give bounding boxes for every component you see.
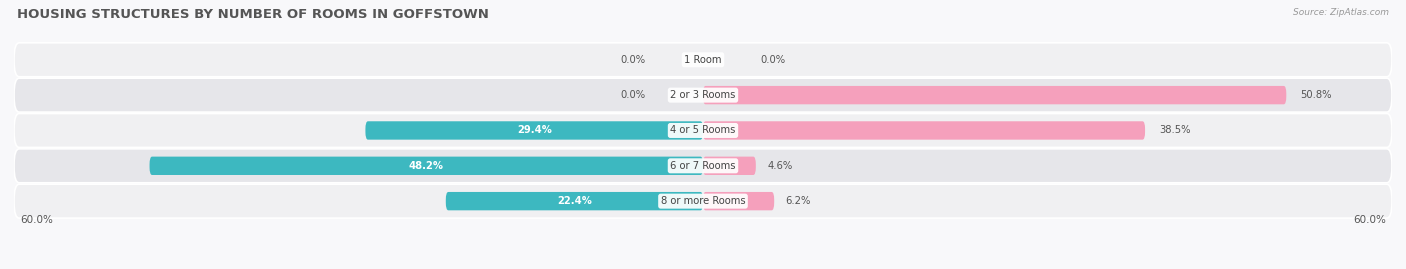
FancyBboxPatch shape xyxy=(14,78,1392,112)
FancyBboxPatch shape xyxy=(149,157,703,175)
FancyBboxPatch shape xyxy=(703,192,775,210)
Text: 48.2%: 48.2% xyxy=(409,161,444,171)
Text: 29.4%: 29.4% xyxy=(517,125,551,136)
Text: 4 or 5 Rooms: 4 or 5 Rooms xyxy=(671,125,735,136)
Text: 6.2%: 6.2% xyxy=(786,196,811,206)
Text: Source: ZipAtlas.com: Source: ZipAtlas.com xyxy=(1294,8,1389,17)
Text: 4.6%: 4.6% xyxy=(768,161,793,171)
FancyBboxPatch shape xyxy=(703,121,1144,140)
Text: 0.0%: 0.0% xyxy=(620,90,645,100)
FancyBboxPatch shape xyxy=(703,86,1286,104)
Text: 50.8%: 50.8% xyxy=(1301,90,1331,100)
Text: 1 Room: 1 Room xyxy=(685,55,721,65)
FancyBboxPatch shape xyxy=(366,121,703,140)
Text: 60.0%: 60.0% xyxy=(20,214,52,225)
Text: 60.0%: 60.0% xyxy=(1354,214,1386,225)
Text: 22.4%: 22.4% xyxy=(557,196,592,206)
Text: 38.5%: 38.5% xyxy=(1159,125,1191,136)
FancyBboxPatch shape xyxy=(14,43,1392,77)
Text: 6 or 7 Rooms: 6 or 7 Rooms xyxy=(671,161,735,171)
FancyBboxPatch shape xyxy=(14,149,1392,183)
Text: 2 or 3 Rooms: 2 or 3 Rooms xyxy=(671,90,735,100)
Text: 0.0%: 0.0% xyxy=(620,55,645,65)
FancyBboxPatch shape xyxy=(14,184,1392,218)
Text: 0.0%: 0.0% xyxy=(761,55,786,65)
Text: HOUSING STRUCTURES BY NUMBER OF ROOMS IN GOFFSTOWN: HOUSING STRUCTURES BY NUMBER OF ROOMS IN… xyxy=(17,8,489,21)
FancyBboxPatch shape xyxy=(703,157,756,175)
FancyBboxPatch shape xyxy=(446,192,703,210)
Text: 8 or more Rooms: 8 or more Rooms xyxy=(661,196,745,206)
FancyBboxPatch shape xyxy=(14,114,1392,147)
